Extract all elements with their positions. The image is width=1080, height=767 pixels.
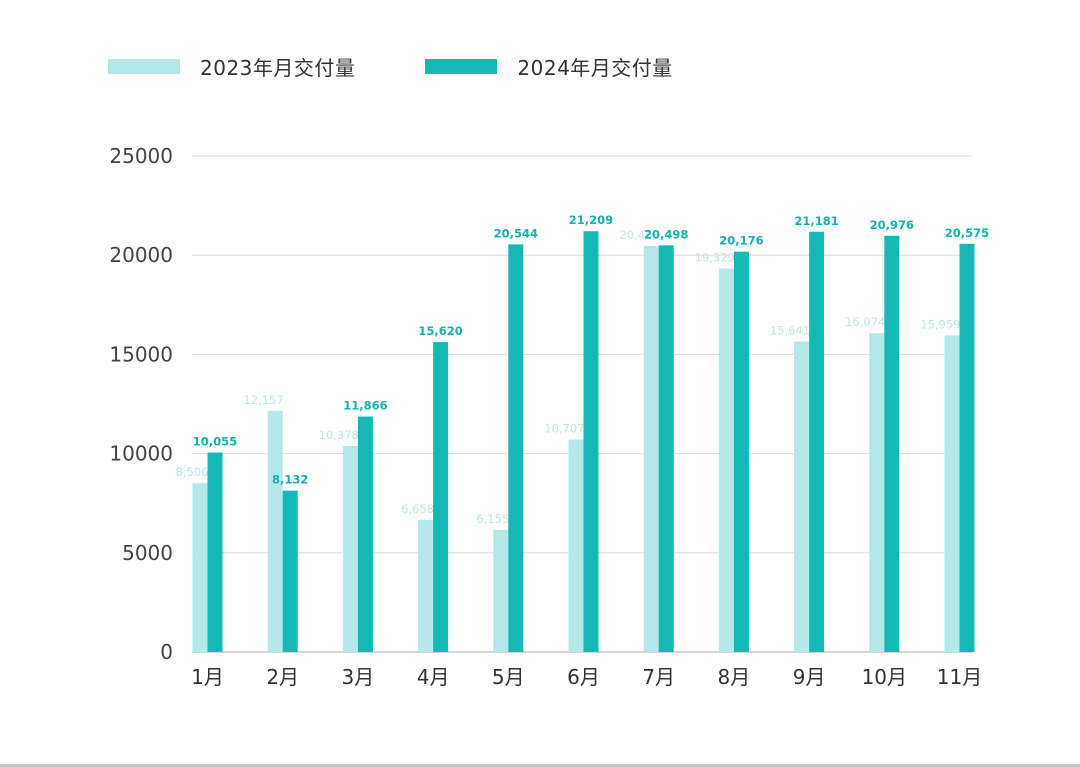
x-tick-label: 8月 (718, 665, 751, 689)
data-label-2024: 20,544 (494, 226, 538, 240)
data-label-2023: 15,641 (770, 324, 810, 338)
data-label-2024: 21,181 (794, 214, 838, 228)
bar-2024 (282, 490, 298, 652)
bar-2023 (568, 439, 584, 652)
bar-2023 (418, 519, 434, 652)
data-label-2024: 20,575 (945, 226, 989, 240)
bar-2024 (433, 342, 449, 652)
x-tick-label: 9月 (793, 665, 826, 689)
bar-2023 (493, 529, 509, 652)
bar-2023 (794, 341, 810, 652)
x-tick-label: 10月 (862, 665, 907, 689)
x-tick-label: 2月 (266, 665, 299, 689)
data-label-2023: 16,074 (845, 315, 885, 329)
data-label-2024: 10,055 (193, 435, 237, 449)
bar-2024 (357, 416, 373, 652)
bottom-divider (0, 764, 1080, 767)
legend-label-2023: 2023年月交付量 (200, 55, 356, 80)
data-label-2024: 15,620 (418, 324, 462, 338)
bar-2023 (267, 410, 283, 652)
bar-2024 (959, 243, 975, 653)
data-label-2024: 11,866 (343, 399, 387, 413)
data-label-2023: 10,707 (544, 422, 584, 436)
legend-swatch-2024 (425, 58, 498, 74)
bar-2023 (718, 268, 734, 652)
data-label-2024: 20,176 (719, 234, 763, 248)
y-tick-label: 5000 (122, 541, 173, 565)
data-label-2024: 20,498 (644, 227, 688, 241)
bar-2024 (658, 245, 674, 652)
data-label-2023: 15,959 (920, 317, 960, 331)
data-label-2023: 12,157 (243, 393, 283, 407)
bar-2023 (342, 446, 358, 652)
bar-2024 (884, 235, 900, 652)
bar-2024 (207, 452, 223, 652)
bar-2024 (809, 231, 825, 652)
legend-item-2024: 2024年月交付量 (425, 52, 672, 81)
data-label-2023: 6,658 (401, 502, 434, 516)
data-label-2023: 6,155 (476, 512, 509, 526)
legend-item-2023: 2023年月交付量 (108, 52, 355, 81)
legend: 2023年月交付量 2024年月交付量 (108, 52, 743, 80)
y-tick-label: 25000 (109, 144, 173, 168)
x-tick-label: 11月 (937, 665, 982, 689)
bar-2024 (733, 251, 749, 652)
x-tick-label: 1月 (191, 665, 224, 689)
bar-2023 (192, 483, 208, 652)
bar-2024 (583, 231, 599, 652)
x-tick-label: 6月 (567, 665, 600, 689)
data-label-2023: 19,329 (695, 251, 735, 265)
y-tick-label: 20000 (109, 243, 173, 267)
bar-2023 (869, 333, 885, 652)
x-tick-label: 7月 (642, 665, 675, 689)
y-tick-label: 15000 (109, 342, 173, 366)
legend-swatch-2023 (108, 58, 180, 74)
bar-2023 (643, 246, 659, 652)
y-tick-label: 0 (160, 640, 173, 664)
y-tick-label: 10000 (109, 442, 173, 466)
data-label-2024: 21,209 (569, 213, 613, 227)
data-label-2023: 20,463 (619, 228, 659, 242)
bar-2024 (508, 244, 524, 652)
data-label-2024: 8,132 (272, 473, 308, 487)
data-label-2023: 8,506 (176, 465, 209, 479)
data-label-2024: 20,976 (870, 218, 914, 232)
x-tick-label: 5月 (492, 665, 525, 689)
x-tick-label: 3月 (342, 665, 375, 689)
data-label-2023: 10,378 (319, 428, 359, 442)
x-tick-label: 4月 (417, 665, 450, 689)
legend-label-2024: 2024年月交付量 (517, 55, 673, 80)
bar-2023 (944, 335, 960, 652)
